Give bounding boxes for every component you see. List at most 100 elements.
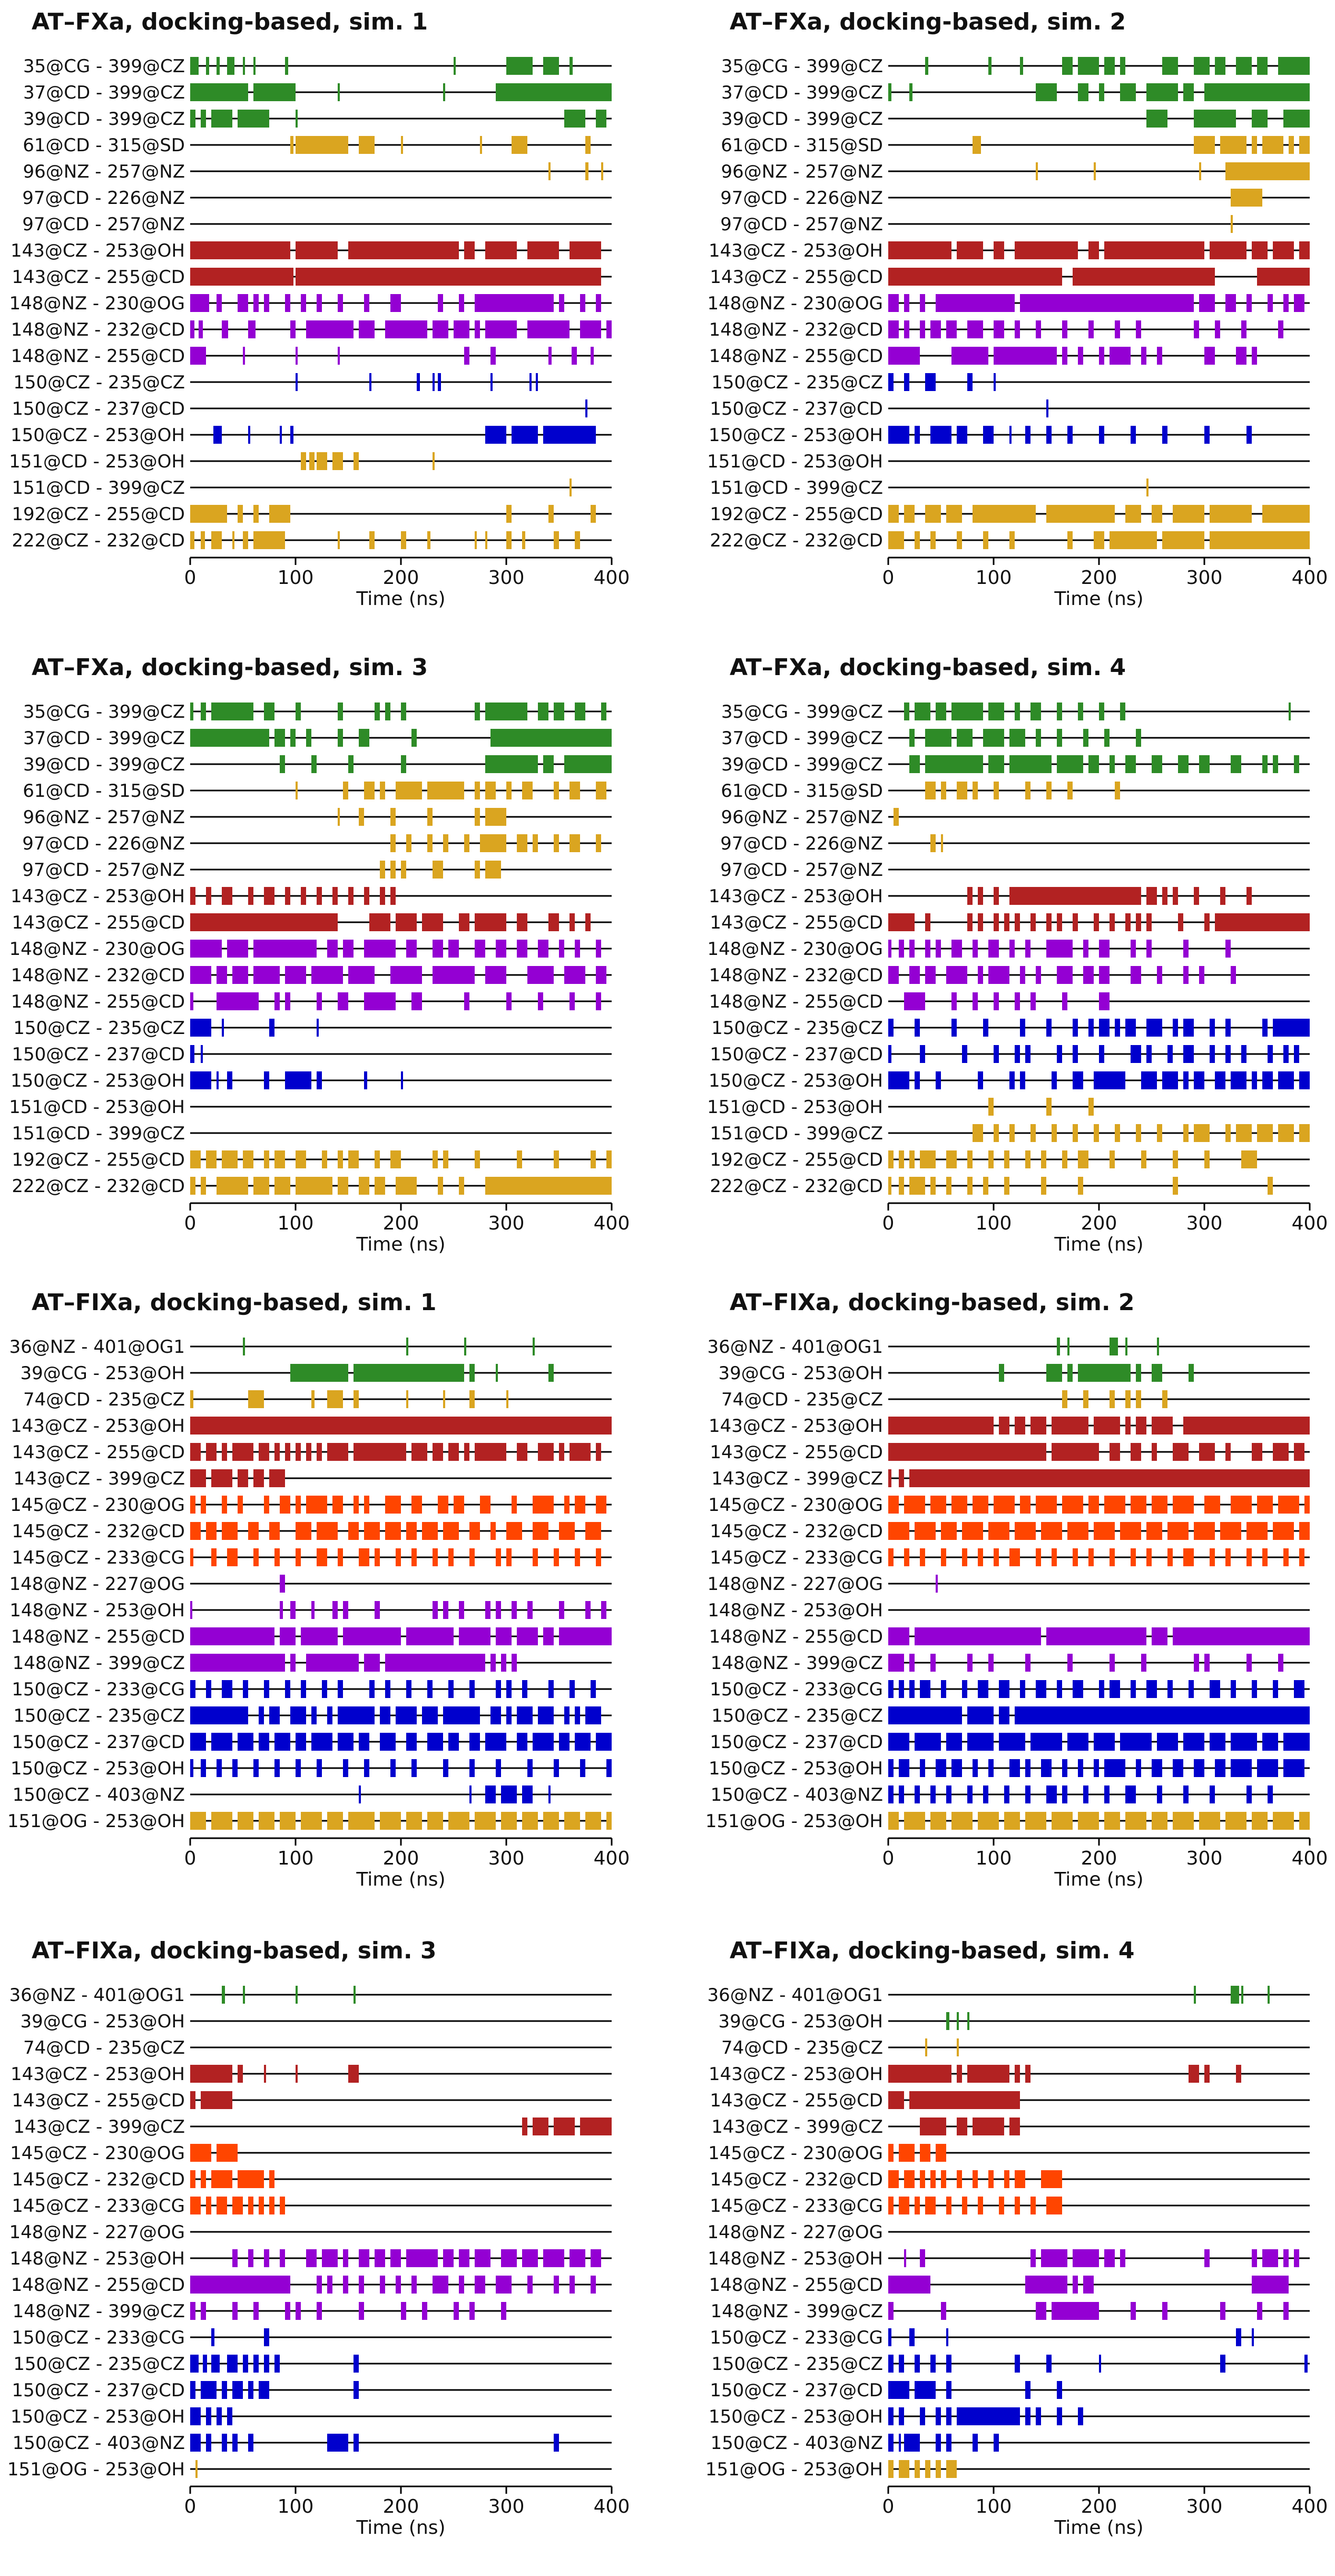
- contact-segment: [888, 505, 899, 523]
- row-label: 97@CD - 257@NZ: [720, 214, 883, 235]
- contact-segment: [222, 1443, 227, 1461]
- contact-segment: [591, 505, 596, 523]
- contact-segment: [1131, 940, 1136, 958]
- contact-segment: [512, 426, 538, 444]
- contact-segment: [433, 373, 435, 391]
- contact-segment: [915, 2381, 936, 2399]
- contact-segment: [1067, 426, 1073, 444]
- contact-segment: [338, 1548, 343, 1566]
- contact-segment: [1120, 57, 1125, 75]
- x-tick-label: 0: [184, 1213, 197, 1234]
- contact-segment: [464, 1443, 469, 1461]
- contact-segment: [1062, 1150, 1067, 1168]
- row-label: 150@CZ - 253@OH: [11, 425, 185, 446]
- contact-segment: [1015, 2197, 1020, 2214]
- contact-segment: [1057, 729, 1062, 747]
- contact-segment: [296, 2302, 301, 2320]
- chart-title: AT–FXa, docking-based, sim. 1: [32, 8, 428, 35]
- contact-segment: [422, 1706, 438, 1724]
- contact-segment: [190, 2170, 195, 2188]
- contact-segment: [1099, 702, 1104, 720]
- row-label: 151@OG - 253@OH: [7, 1811, 185, 1832]
- contact-segment: [506, 1706, 512, 1724]
- contact-segment: [915, 531, 920, 549]
- contact-segment: [238, 1733, 253, 1751]
- contact-segment: [1146, 110, 1167, 128]
- contact-segment: [596, 992, 601, 1010]
- contact-segment: [375, 702, 380, 720]
- contact-segment: [411, 2276, 417, 2294]
- contact-segment: [1036, 729, 1041, 747]
- contact-segment: [433, 1150, 438, 1168]
- contact-segment: [1094, 162, 1096, 180]
- contact-segment: [1194, 1759, 1204, 1777]
- contact-segment: [978, 1680, 988, 1698]
- contact-segment: [332, 1601, 338, 1619]
- contact-segment: [227, 2355, 238, 2373]
- contact-segment: [973, 1496, 988, 1514]
- contact-segment: [888, 373, 894, 391]
- contact-segment: [211, 1812, 232, 1830]
- contact-segment: [485, 241, 517, 259]
- x-tick-label: 300: [1186, 567, 1223, 589]
- contact-segment: [1009, 426, 1012, 444]
- contact-segment: [527, 1759, 533, 1777]
- contact-segment: [1125, 1785, 1136, 1803]
- contact-segment: [1199, 1443, 1215, 1461]
- contact-segment: [475, 320, 480, 338]
- contact-segment: [925, 57, 928, 75]
- contact-segment: [317, 1019, 319, 1037]
- contact-segment: [899, 2197, 909, 2214]
- contact-segment: [1004, 1150, 1009, 1168]
- contact-segment: [222, 887, 232, 905]
- contact-segment: [554, 1548, 559, 1566]
- contact-segment: [1194, 1986, 1196, 2004]
- contact-segment: [359, 2276, 364, 2294]
- contact-segment: [517, 1443, 527, 1461]
- contact-segment: [930, 2170, 936, 2188]
- contact-segment: [909, 2328, 915, 2346]
- row-label: 148@NZ - 230@OG: [9, 939, 185, 960]
- contact-segment: [469, 2302, 475, 2320]
- timeline-chart: AT–FIXa, docking-based, sim. 236@NZ - 40…: [705, 1289, 1328, 1890]
- contact-segment: [259, 2197, 264, 2214]
- contact-segment: [485, 1601, 490, 1619]
- contact-segment: [1036, 1548, 1041, 1566]
- contact-segment: [1057, 1338, 1060, 1355]
- contact-segment: [888, 2328, 891, 2346]
- contact-segment: [1036, 83, 1057, 101]
- contact-segment: [1268, 1785, 1273, 1803]
- contact-segment: [222, 1680, 232, 1698]
- contact-segment: [280, 755, 285, 773]
- contact-segment: [1152, 1812, 1167, 1830]
- contact-segment: [190, 702, 193, 720]
- contact-segment: [1030, 992, 1036, 1010]
- contact-segment: [264, 2249, 269, 2267]
- contact-segment: [920, 2407, 925, 2425]
- contact-segment: [274, 992, 280, 1010]
- row-label: 145@CZ - 233@CG: [710, 2196, 883, 2217]
- contact-segment: [554, 2118, 575, 2135]
- contact-segment: [1099, 1680, 1104, 1698]
- contact-segment: [190, 1522, 201, 1540]
- contact-segment: [190, 2144, 211, 2162]
- contact-segment: [983, 531, 988, 549]
- contact-segment: [1210, 505, 1252, 523]
- contact-segment: [983, 729, 1004, 747]
- contact-segment: [406, 1522, 417, 1540]
- contact-segment: [469, 1680, 475, 1698]
- contact-segment: [585, 1601, 591, 1619]
- contact-segment: [1173, 1759, 1183, 1777]
- contact-segment: [1062, 57, 1073, 75]
- contact-segment: [1025, 2381, 1030, 2399]
- contact-segment: [946, 2434, 951, 2452]
- contact-segment: [994, 1045, 999, 1063]
- contact-segment: [915, 702, 930, 720]
- contact-segment: [496, 1759, 501, 1777]
- contact-segment: [1183, 1019, 1194, 1037]
- row-label: 148@NZ - 399@CZ: [13, 2301, 185, 2322]
- contact-segment: [1041, 1150, 1046, 1168]
- contact-segment: [1083, 1785, 1088, 1803]
- contact-segment: [888, 1443, 1046, 1461]
- contact-segment: [1173, 1627, 1310, 1645]
